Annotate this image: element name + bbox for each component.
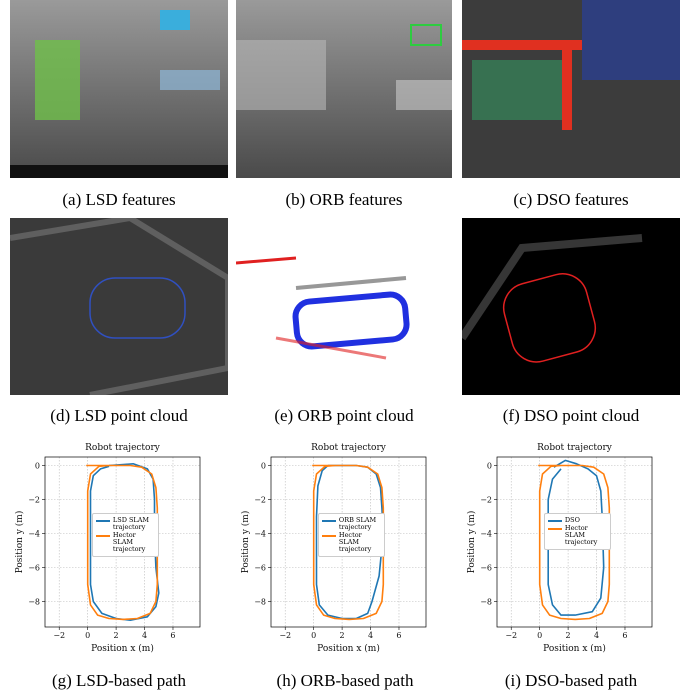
y-tick-label: −4 bbox=[254, 530, 266, 539]
legend-entry: Hector SLAM trajectory bbox=[321, 531, 381, 554]
legend-entry: ORB SLAM trajectory bbox=[321, 516, 381, 532]
plot: Robot trajectory −2 0 2 4 6 0 −2 −4 −6 −8 Position … bbox=[14, 443, 201, 654]
x-tick-label: 4 bbox=[368, 631, 373, 640]
y-tick-label: 0 bbox=[35, 462, 40, 471]
y-tick-label: −4 bbox=[28, 530, 40, 539]
x-tick-label: 0 bbox=[537, 631, 542, 640]
legend-label: Hector SLAM trajectory bbox=[112, 531, 146, 554]
x-tick-label: −2 bbox=[505, 631, 517, 640]
caption: (d) LSD point cloud bbox=[50, 406, 188, 425]
x-axis-label: Position x (m) bbox=[543, 643, 606, 654]
x-tick-label: 0 bbox=[85, 631, 90, 640]
legend-swatch bbox=[95, 520, 110, 523]
legend-swatch bbox=[321, 535, 336, 538]
legend-swatch bbox=[547, 528, 562, 531]
chart: Robot trajectory −2 0 2 4 6 0 −2 −4 −6 −8 Position … bbox=[10, 436, 232, 690]
caption: (i) DSO-based path bbox=[504, 671, 638, 690]
chart-title: Robot trajectory bbox=[537, 443, 613, 453]
trajectory-line bbox=[86, 464, 159, 621]
legend-label: ORB SLAM trajectory bbox=[338, 516, 377, 532]
y-axis-label: Position y (m) bbox=[14, 511, 25, 574]
x-tick-label: 6 bbox=[396, 631, 401, 640]
y-tick-label: −2 bbox=[480, 496, 492, 505]
caption: (b) ORB features bbox=[285, 190, 403, 209]
y-axis-label: Position y (m) bbox=[466, 511, 477, 574]
caption: (c) DSO features bbox=[513, 190, 629, 209]
y-tick-label: −6 bbox=[254, 564, 266, 573]
legend-swatch bbox=[321, 520, 336, 523]
y-tick-label: 0 bbox=[261, 462, 266, 471]
legend-entry: LSD SLAM trajectory bbox=[95, 516, 155, 532]
chart-title: Robot trajectory bbox=[85, 443, 161, 453]
legend-entry: Hector SLAM trajectory bbox=[547, 524, 607, 547]
caption: (f) DSO point cloud bbox=[502, 406, 640, 425]
y-axis-label: Position y (m) bbox=[240, 511, 251, 574]
x-tick-label: −2 bbox=[279, 631, 291, 640]
plot: Robot trajectory −2 0 2 4 6 0 −2 −4 −6 −8 Position … bbox=[240, 443, 427, 654]
legend-entry: DSO bbox=[547, 516, 607, 525]
y-tick-label: −4 bbox=[480, 530, 492, 539]
chart: Robot trajectory −2 0 2 4 6 0 −2 −4 −6 −8 Position … bbox=[236, 436, 458, 690]
caption: (e) ORB point cloud bbox=[274, 406, 414, 425]
legend-label: Hector SLAM trajectory bbox=[564, 524, 598, 547]
chart-title: Robot trajectory bbox=[311, 443, 387, 453]
x-tick-label: 4 bbox=[142, 631, 147, 640]
x-axis-label: Position x (m) bbox=[91, 643, 154, 654]
y-tick-label: 0 bbox=[487, 462, 492, 471]
plot-frame bbox=[44, 456, 201, 628]
x-tick-label: 4 bbox=[594, 631, 599, 640]
y-tick-label: −8 bbox=[254, 598, 266, 607]
trajectory-line bbox=[312, 464, 385, 621]
plot-frame bbox=[270, 456, 427, 628]
legend: ORB SLAM trajectory Hector SLAM trajector… bbox=[317, 513, 385, 558]
caption: (a) LSD features bbox=[62, 190, 176, 209]
y-tick-label: −8 bbox=[28, 598, 40, 607]
plot: Robot trajectory −2 0 2 4 6 0 −2 −4 −6 −8 Position … bbox=[466, 443, 653, 654]
photo bbox=[236, 0, 452, 178]
chart: Robot trajectory −2 0 2 4 6 0 −2 −4 −6 −8 Position … bbox=[462, 436, 684, 690]
legend-label: DSO bbox=[564, 516, 580, 525]
y-tick-label: −6 bbox=[28, 564, 40, 573]
photo bbox=[462, 0, 680, 178]
y-tick-label: −2 bbox=[254, 496, 266, 505]
legend-label: LSD SLAM trajectory bbox=[112, 516, 150, 532]
point-cloud bbox=[462, 218, 680, 395]
legend-entry: Hector SLAM trajectory bbox=[95, 531, 155, 554]
legend-swatch bbox=[547, 520, 562, 523]
legend-swatch bbox=[95, 535, 110, 538]
x-tick-label: 2 bbox=[566, 631, 571, 640]
x-axis-label: Position x (m) bbox=[317, 643, 380, 654]
plot-frame bbox=[496, 456, 653, 628]
x-tick-label: 2 bbox=[114, 631, 119, 640]
point-cloud bbox=[10, 218, 228, 395]
point-cloud bbox=[236, 218, 452, 395]
legend: DSO Hector SLAM trajectory bbox=[543, 513, 611, 551]
legend: LSD SLAM trajectory Hector SLAM trajector… bbox=[91, 513, 159, 558]
y-tick-label: −6 bbox=[480, 564, 492, 573]
photo bbox=[10, 0, 228, 178]
x-tick-label: 2 bbox=[340, 631, 345, 640]
trajectory-line bbox=[538, 464, 611, 621]
x-tick-label: 6 bbox=[622, 631, 627, 640]
y-tick-label: −8 bbox=[480, 598, 492, 607]
legend-label: Hector SLAM trajectory bbox=[338, 531, 372, 554]
x-tick-label: 0 bbox=[311, 631, 316, 640]
y-tick-label: −2 bbox=[28, 496, 40, 505]
x-tick-label: −2 bbox=[53, 631, 65, 640]
caption: (g) LSD-based path bbox=[51, 671, 187, 690]
x-tick-label: 6 bbox=[170, 631, 175, 640]
caption: (h) ORB-based path bbox=[276, 671, 414, 690]
